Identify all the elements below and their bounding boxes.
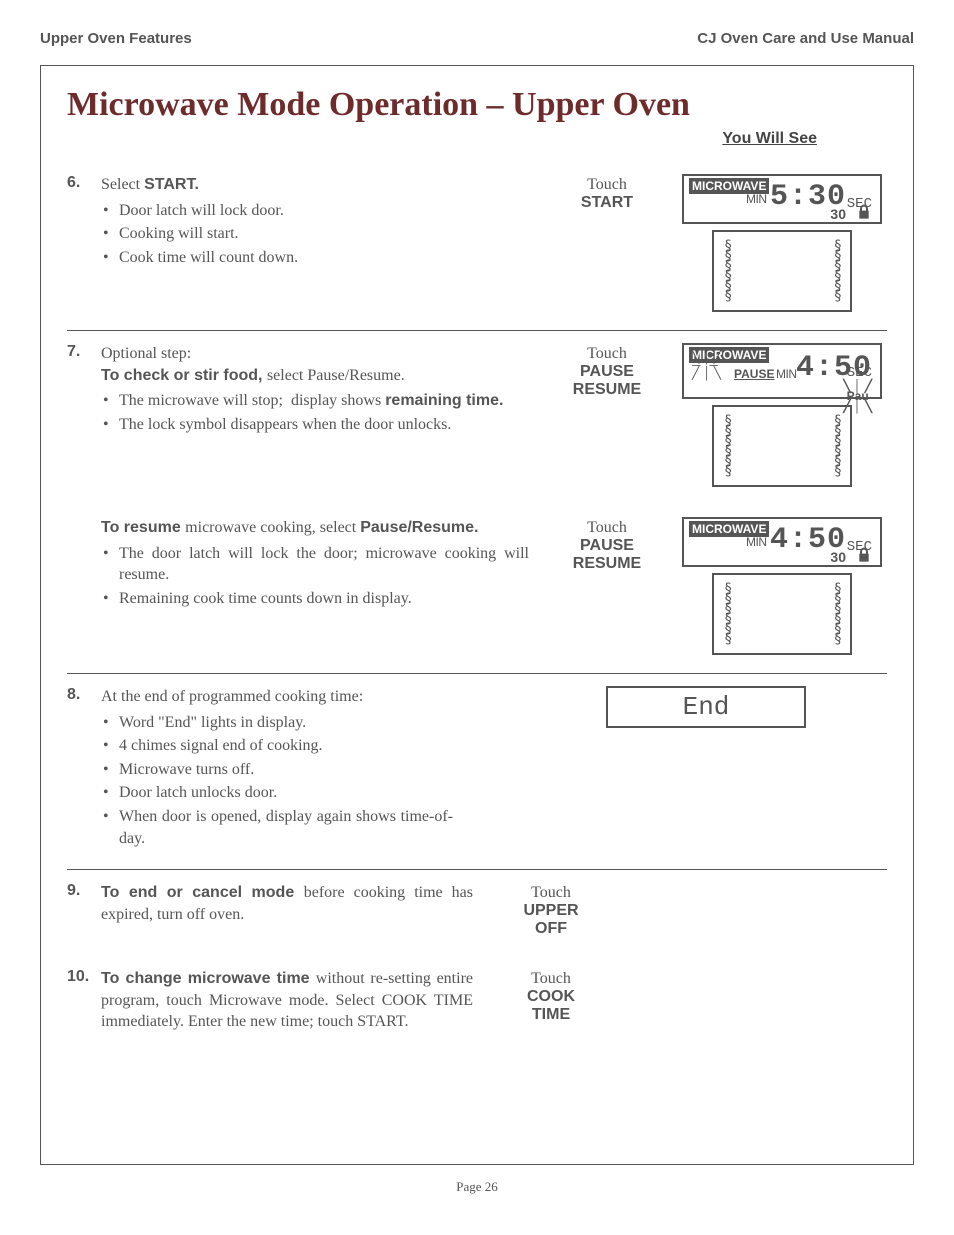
display-column: MICROWAVE ╲ │ ╱─ ─╱ │ ╲ PAUSE MIN 4:50 S…: [677, 343, 887, 487]
step-number: 6.: [67, 174, 101, 312]
pause-label: PAUSE: [734, 367, 774, 381]
step-description: To end or cancel mode before cooking tim…: [101, 882, 481, 938]
step-description: Optional step: To check or stir food, se…: [101, 343, 537, 487]
step-7b: To resume microwave cooking, select Paus…: [67, 505, 887, 674]
page-header: Upper Oven Features CJ Oven Care and Use…: [40, 30, 914, 47]
oven-display-panel: MICROWAVE ╲ │ ╱─ ─╱ │ ╲ PAUSE MIN 4:50 S…: [682, 343, 882, 399]
step-description: At the end of programmed cooking time: W…: [101, 686, 461, 851]
oven-display-panel: MICROWAVE MIN 4:50 SEC 30: [682, 517, 882, 567]
content-frame: Microwave Mode Operation – Upper Oven Yo…: [40, 65, 914, 1165]
step-description: Select START. Door latch will lock door.…: [101, 174, 537, 312]
step-action: Touch PAUSE RESUME: [537, 517, 677, 655]
lock-icon: [856, 204, 872, 225]
step-action: Touch PAUSE RESUME: [537, 343, 677, 487]
you-will-see-heading: You Will See: [67, 130, 887, 148]
display-column: MICROWAVE MIN 5:30 SEC 30 §§§§§§ §§§§§§: [677, 174, 887, 312]
power-level: 30: [830, 549, 846, 565]
heat-waves-graphic: §§§§§§ §§§§§§: [712, 573, 852, 655]
min-label: MIN: [746, 535, 767, 549]
step-action: Touch UPPER OFF: [481, 882, 621, 938]
page-number: Page 26: [40, 1179, 914, 1195]
step-number: 10.: [67, 968, 101, 1033]
step-10: 10. To change microwave time without re-…: [67, 956, 887, 1051]
step-number: 7.: [67, 343, 101, 487]
step-number: 8.: [67, 686, 101, 851]
page-title: Microwave Mode Operation – Upper Oven: [67, 86, 887, 124]
step-action: Touch COOK TIME: [481, 968, 621, 1033]
lock-icon: [856, 547, 872, 568]
step-action: Touch START: [537, 174, 677, 312]
header-left: Upper Oven Features: [40, 30, 192, 47]
heat-waves-graphic: §§§§§§ §§§§§§: [712, 230, 852, 312]
step-description: To resume microwave cooking, select Paus…: [101, 517, 537, 655]
step-9: 9. To end or cancel mode before cooking …: [67, 870, 887, 956]
step-8: 8. At the end of programmed cooking time…: [67, 674, 887, 870]
step-6: 6. Select START. Door latch will lock do…: [67, 162, 887, 331]
oven-display-panel: MICROWAVE MIN 5:30 SEC 30: [682, 174, 882, 224]
bullet: The lock symbol disappears when the door…: [101, 414, 529, 436]
min-label: MIN: [746, 192, 767, 206]
heat-waves-graphic: §§§§§§ §§§§§§: [712, 405, 852, 487]
display-column: End: [601, 686, 811, 851]
power-level: 30: [830, 206, 846, 222]
end-display: End: [606, 686, 806, 728]
step-number: 9.: [67, 882, 101, 938]
header-right: CJ Oven Care and Use Manual: [697, 30, 914, 47]
pause-rays-icon: ╲ │ ╱─ ─╱ │ ╲: [692, 353, 721, 377]
step-description: To change microwave time without re-sett…: [101, 968, 481, 1033]
display-column: MICROWAVE MIN 4:50 SEC 30 §§§§§§ §§§§§§: [677, 517, 887, 655]
step-7a: 7. Optional step: To check or stir food,…: [67, 331, 887, 505]
min-label: MIN: [776, 367, 797, 381]
bullet: The microwave will stop; display shows r…: [101, 390, 529, 412]
pau-burst-icon: ╲ │ ╱Pau╱ │ ╲: [843, 381, 872, 411]
